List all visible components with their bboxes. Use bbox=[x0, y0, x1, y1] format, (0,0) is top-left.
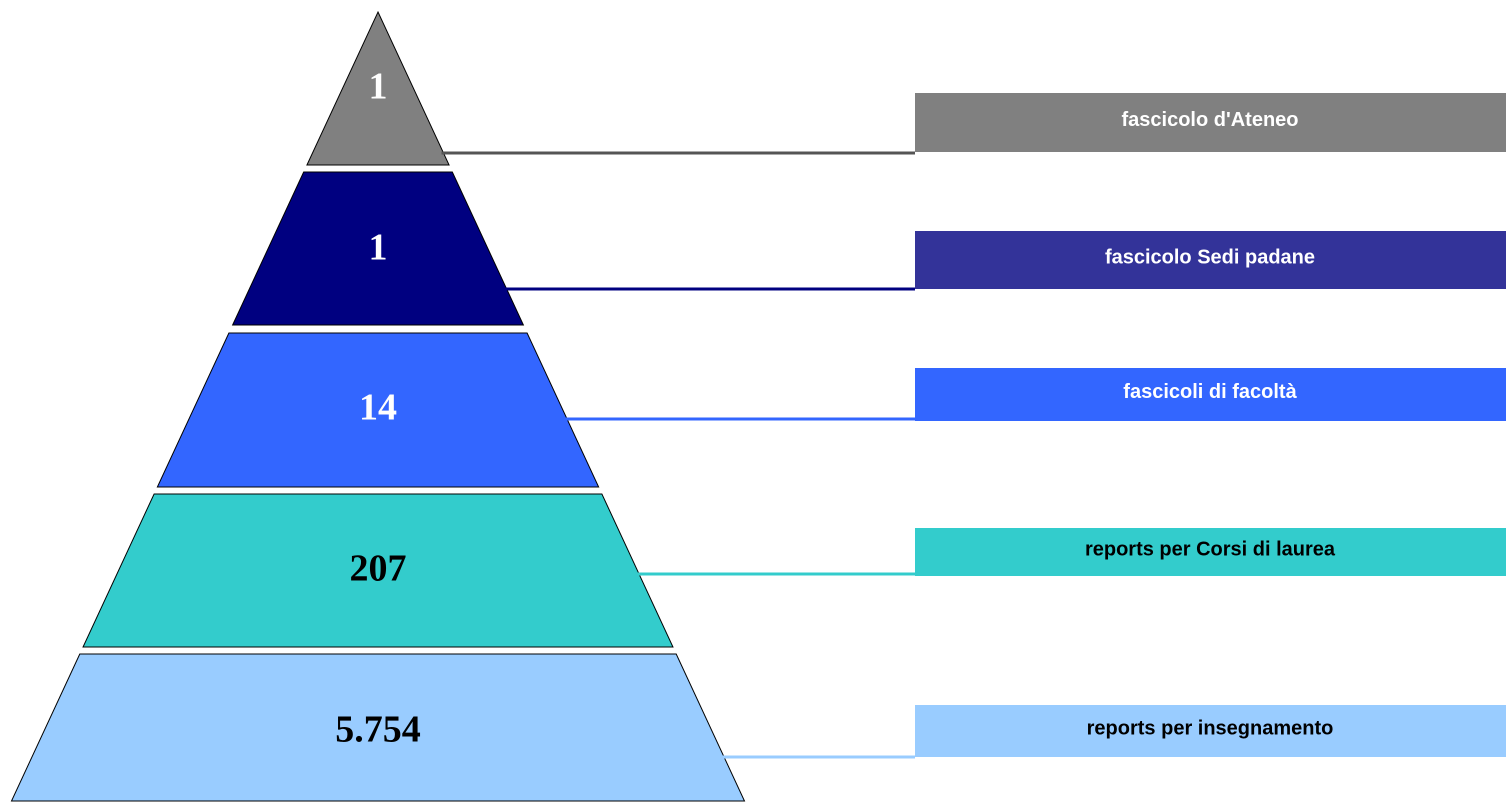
label-box bbox=[915, 705, 1506, 757]
label-box bbox=[915, 368, 1506, 421]
pyramid-level bbox=[156, 332, 600, 488]
level-label: reports per Corsi di laurea bbox=[1085, 538, 1336, 560]
level-value: 207 bbox=[350, 548, 407, 590]
level-label: fascicoli di facoltà bbox=[1123, 381, 1297, 403]
level-label: reports per insegnamento bbox=[1087, 717, 1334, 739]
label-box bbox=[915, 93, 1506, 152]
level-label: fascicolo d'Ateneo bbox=[1121, 109, 1298, 131]
pyramid-level bbox=[306, 10, 450, 166]
level-value: 14 bbox=[359, 387, 397, 429]
level-value: 1 bbox=[369, 227, 388, 269]
label-box bbox=[915, 528, 1506, 576]
pyramid-level bbox=[10, 653, 746, 802]
pyramid-level bbox=[82, 493, 674, 648]
level-value: 5.754 bbox=[335, 709, 421, 751]
pyramid-level bbox=[231, 171, 525, 326]
label-box bbox=[915, 231, 1506, 289]
level-value: 1 bbox=[369, 66, 388, 108]
level-label: fascicolo Sedi padane bbox=[1105, 246, 1315, 268]
